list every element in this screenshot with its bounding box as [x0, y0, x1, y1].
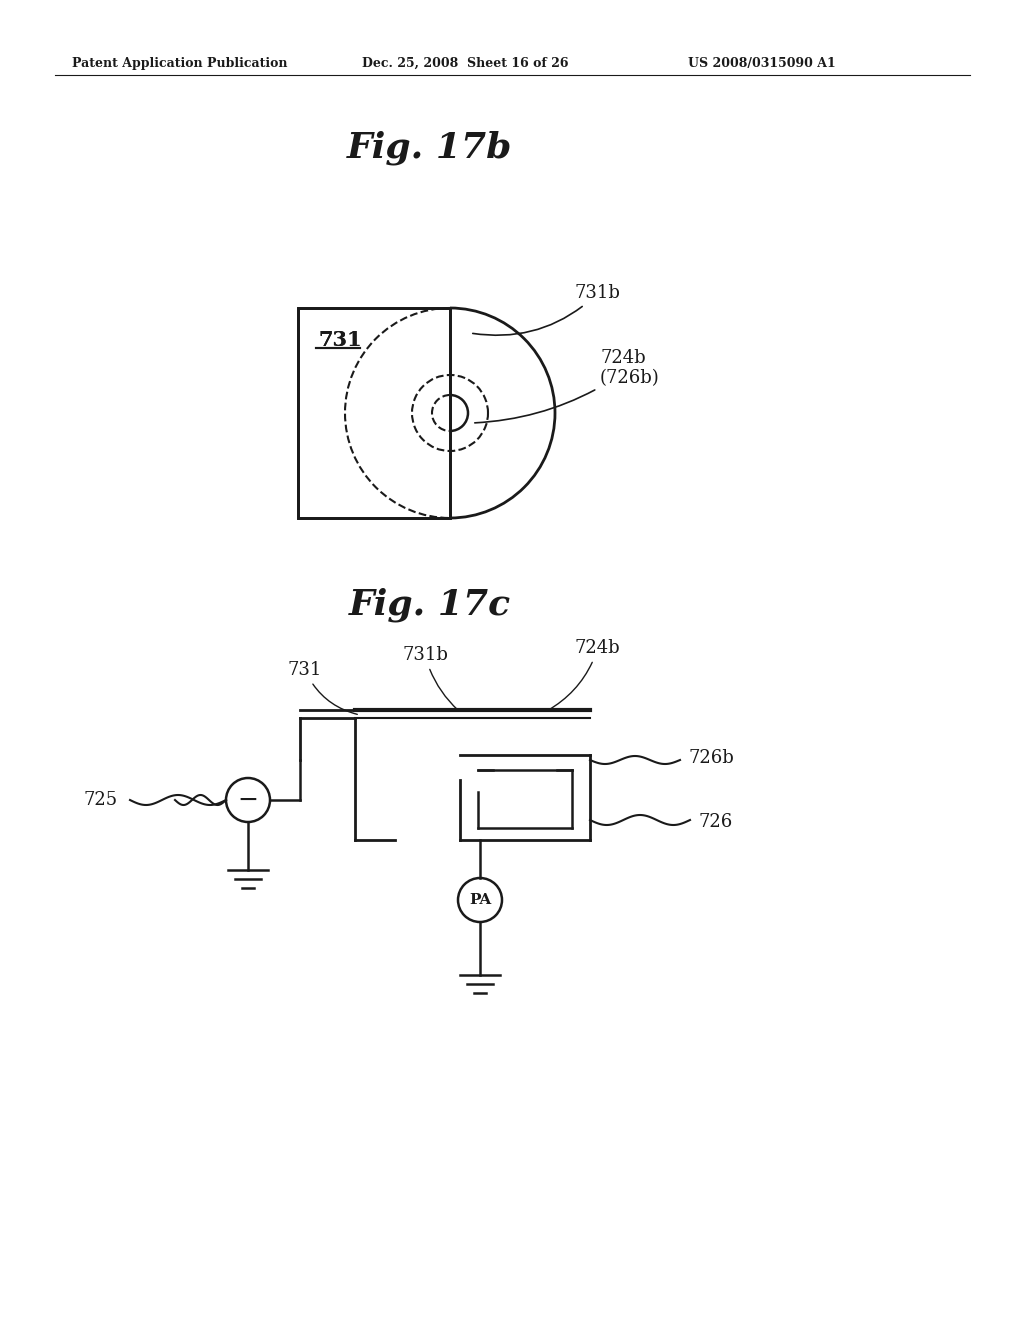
Bar	[295, 306, 449, 520]
Text: 726: 726	[698, 813, 732, 832]
Bar	[298, 308, 450, 517]
Text: 731: 731	[318, 330, 361, 350]
Text: 731b: 731b	[473, 284, 621, 335]
Text: Patent Application Publication: Patent Application Publication	[72, 57, 288, 70]
Text: 731b: 731b	[402, 645, 458, 710]
Text: 731: 731	[288, 661, 357, 714]
Text: 725: 725	[84, 791, 118, 809]
Text: US 2008/0315090 A1: US 2008/0315090 A1	[688, 57, 836, 70]
Text: 724b
(726b): 724b (726b)	[475, 348, 659, 422]
Text: 731: 731	[318, 330, 361, 350]
Text: 724b: 724b	[548, 639, 621, 710]
Bar	[298, 308, 450, 517]
Text: −: −	[238, 788, 258, 812]
Text: Dec. 25, 2008  Sheet 16 of 26: Dec. 25, 2008 Sheet 16 of 26	[362, 57, 568, 70]
Text: Fig. 17b: Fig. 17b	[347, 131, 513, 165]
Text: PA: PA	[469, 894, 492, 907]
Text: 726b: 726b	[688, 748, 734, 767]
Text: Fig. 17c: Fig. 17c	[349, 587, 511, 622]
